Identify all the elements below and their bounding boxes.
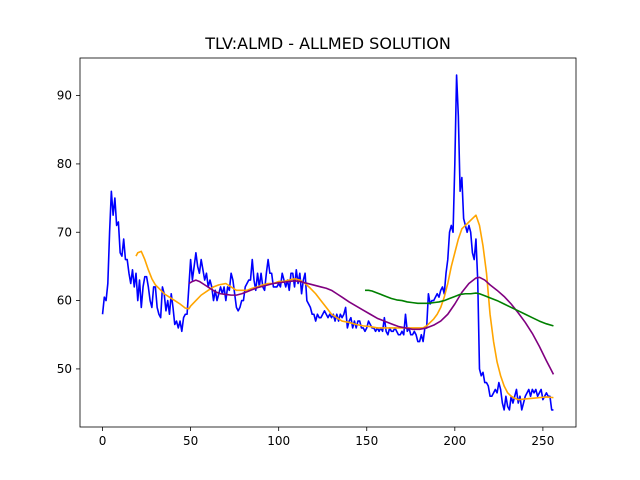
series-line-1 (101, 74, 554, 411)
y-tick-label: 60 (57, 294, 72, 308)
series-layer (101, 74, 555, 411)
x-tick-label: 0 (99, 434, 107, 448)
y-tick-label: 90 (57, 89, 72, 103)
x-tick-label: 250 (531, 434, 554, 448)
y-tick-label: 80 (57, 157, 72, 171)
y-tick-label: 50 (57, 362, 72, 376)
series-line-4 (364, 289, 554, 327)
series-line-3 (188, 276, 555, 375)
x-tick-label: 100 (267, 434, 290, 448)
series-line-2 (135, 214, 554, 401)
x-tick-label: 150 (355, 434, 378, 448)
plot-frame (79, 57, 577, 428)
axes-layer: 0 50 100 150 200 250 50 60 70 80 90 (57, 57, 577, 448)
y-tick-label: 70 (57, 225, 72, 239)
chart-title: TLV:ALMD - ALLMED SOLUTION (204, 34, 451, 53)
x-tick-label: 200 (443, 434, 466, 448)
x-tick-label: 50 (183, 434, 198, 448)
